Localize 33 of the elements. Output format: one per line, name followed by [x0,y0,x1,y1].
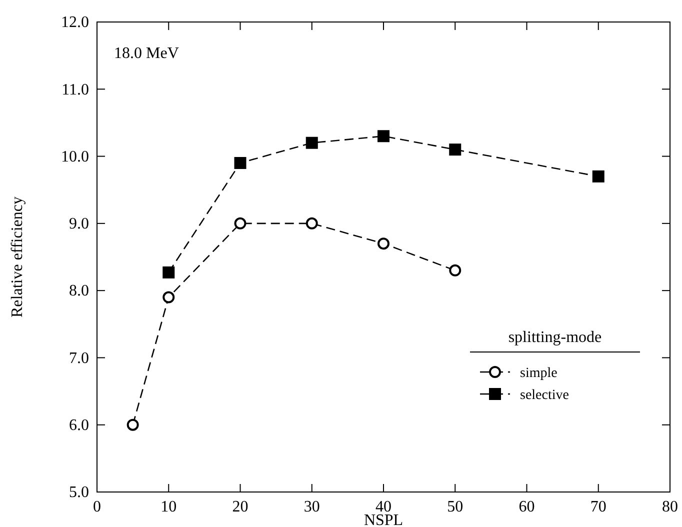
y-tick-label: 11.0 [62,81,89,98]
point [162,291,175,304]
point [378,130,390,142]
y-tick-label: 7.0 [69,350,89,367]
x-tick-label: 60 [518,498,535,516]
point [592,170,604,182]
point [306,217,318,230]
legend-title: splitting-mode [508,329,602,346]
point [449,264,462,276]
point [449,144,462,156]
legend-label: simple [520,366,558,381]
point [162,266,175,278]
point [234,217,246,230]
x-tick-label: 50 [447,498,464,516]
y-axis-title: Relative efficiency [9,196,26,318]
y-tick-label: 5.0 [69,484,89,502]
x-tick-label: 80 [662,498,678,516]
legend-label: selective [520,388,569,403]
point [378,238,390,250]
y-tick-label: 9.0 [69,216,89,233]
x-tick-label: 0 [93,498,101,516]
y-tick-label: 12.0 [61,14,89,32]
y-tick-label: 10.0 [61,148,89,166]
x-tick-label: 70 [590,498,606,516]
x-tick-label: 10 [160,498,177,516]
point [306,136,318,149]
point [234,157,246,169]
x-tick-label: 30 [304,498,320,516]
y-tick-label: 6.0 [69,416,89,434]
annotation: 18.0 MeV [114,45,180,62]
y-tick-label: 8.0 [69,282,89,300]
point [126,418,139,431]
x-tick-label: 20 [232,498,248,516]
